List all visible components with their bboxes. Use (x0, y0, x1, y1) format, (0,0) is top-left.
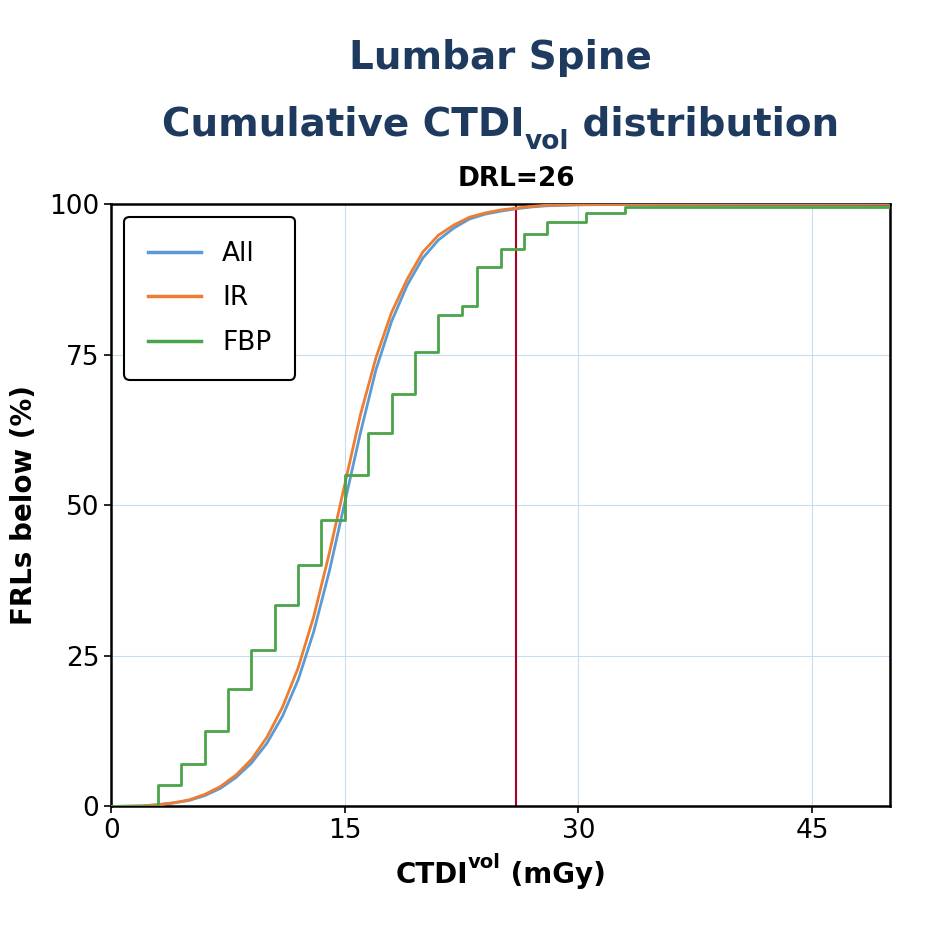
Legend: All, IR, FBP: All, IR, FBP (124, 217, 295, 379)
Y-axis label: FRLs below (%): FRLs below (%) (10, 386, 38, 625)
Text: vol: vol (468, 853, 501, 872)
Text: distribution: distribution (569, 106, 839, 144)
Text: Lumbar Spine: Lumbar Spine (349, 40, 652, 78)
Text: (mGy): (mGy) (501, 860, 605, 889)
Text: DRL=26: DRL=26 (457, 166, 575, 192)
Text: Cumulative CTDI: Cumulative CTDI (162, 106, 525, 144)
Text: vol: vol (525, 129, 569, 155)
Text: CTDI: CTDI (396, 860, 468, 889)
